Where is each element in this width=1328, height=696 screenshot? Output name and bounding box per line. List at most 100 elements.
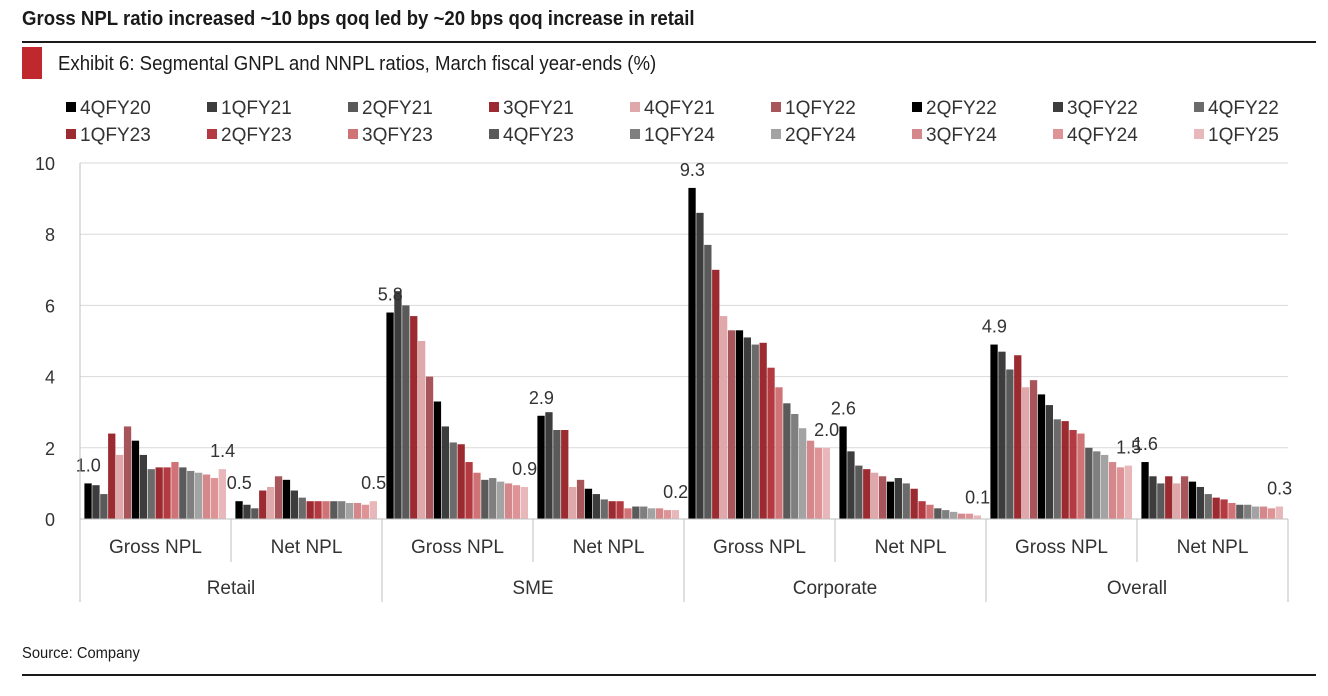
legend-swatch [66,102,76,112]
data-label: 1.6 [1133,434,1158,454]
data-label: 1.0 [76,455,101,475]
bar [600,499,608,519]
bar [584,488,593,519]
bar [179,467,187,519]
bar [202,474,211,519]
bar [1180,476,1189,519]
chart-legend: 4QFY20 1QFY21 2QFY21 3QFY21 4QFY21 1QFY22 2QFY… [66,98,1279,146]
bar [218,469,226,519]
bar [791,413,799,519]
bar [394,291,402,519]
bar [806,440,815,519]
x-group-label: Corporate [793,578,878,599]
x-category-label: Gross NPL [713,537,806,558]
bar [1037,394,1046,519]
bar [735,330,744,519]
data-label: 0.1 [965,487,990,507]
bar [1204,494,1212,519]
bar [1053,419,1061,519]
x-category-label: Gross NPL [109,537,202,558]
x-group-label: SME [512,578,553,599]
bar [1252,506,1260,519]
bar [322,501,330,519]
legend-item: 1QFY23 [66,125,151,146]
legend-item: 4QFY23 [489,125,574,146]
bar [346,502,354,519]
data-labels: 1.0 1.4 0.5 0.5 5.8 0.9 2.9 0.2 9.3 2.02.6 0.1 4.9 1… [76,160,1292,508]
bar [537,415,545,519]
bar [457,444,465,519]
bar [1275,506,1283,519]
x-category-label: Net NPL [1177,537,1249,558]
data-label: 2.6 [831,398,856,418]
legend-swatch [348,102,358,112]
y-tick-label: 6 [45,296,55,316]
legend-swatch [912,102,922,112]
bar [910,488,918,519]
bar [520,486,528,519]
y-tick-label: 2 [45,439,55,459]
source-note: Source: Company [22,645,140,662]
bar [1124,465,1132,519]
y-tick-label: 8 [45,225,55,245]
bar [799,428,807,519]
legend-label: 4QFY23 [503,125,574,146]
y-tick-label: 10 [35,154,55,174]
bar [1236,504,1244,519]
bar [608,501,616,519]
bar [1014,355,1022,519]
bar [1259,506,1268,519]
bar [545,412,553,519]
bar [1101,454,1109,519]
bar [1085,447,1093,519]
legend-label: 3QFY24 [926,125,997,146]
bar [235,501,243,519]
bar [251,508,259,519]
bar [950,511,958,519]
bar [267,486,275,519]
legend-label: 1QFY25 [1208,125,1279,146]
bar [926,504,934,519]
legend-item: 2QFY22 [912,98,997,119]
bar [902,483,910,519]
legend-label: 2QFY21 [362,98,433,119]
bar [624,508,632,519]
legend-swatch [912,129,922,139]
bar [957,513,966,519]
legend-label: 1QFY21 [221,98,292,119]
bar [1196,486,1204,519]
legend-item: 4QFY24 [1053,125,1138,146]
bar [569,486,577,519]
bar [712,269,720,519]
legend-label: 4QFY24 [1067,125,1138,146]
bar [743,337,751,519]
bar [100,494,108,519]
bar [814,447,823,519]
bar [195,472,203,519]
bar [648,508,656,519]
bar [696,212,704,519]
legend-swatch [489,129,499,139]
bar [473,472,481,519]
bar [1045,405,1053,519]
bar [1149,476,1157,519]
legend-item: 3QFY24 [912,125,997,146]
legend-item: 2QFY24 [771,125,856,146]
legend-item: 3QFY23 [348,125,433,146]
bar [139,454,147,519]
bar [576,479,585,519]
bar [282,479,291,519]
legend-label: 1QFY22 [785,98,856,119]
bar [918,501,926,519]
legend-label: 4QFY20 [80,98,151,119]
bar [306,501,314,519]
legend-item: 3QFY22 [1053,98,1138,119]
bar [878,476,887,519]
bar [402,305,410,519]
bar [274,476,283,519]
bar [671,510,679,519]
bar [822,447,830,519]
legend-item: 1QFY25 [1194,125,1279,146]
bar [1029,380,1038,519]
bar [1141,462,1149,519]
